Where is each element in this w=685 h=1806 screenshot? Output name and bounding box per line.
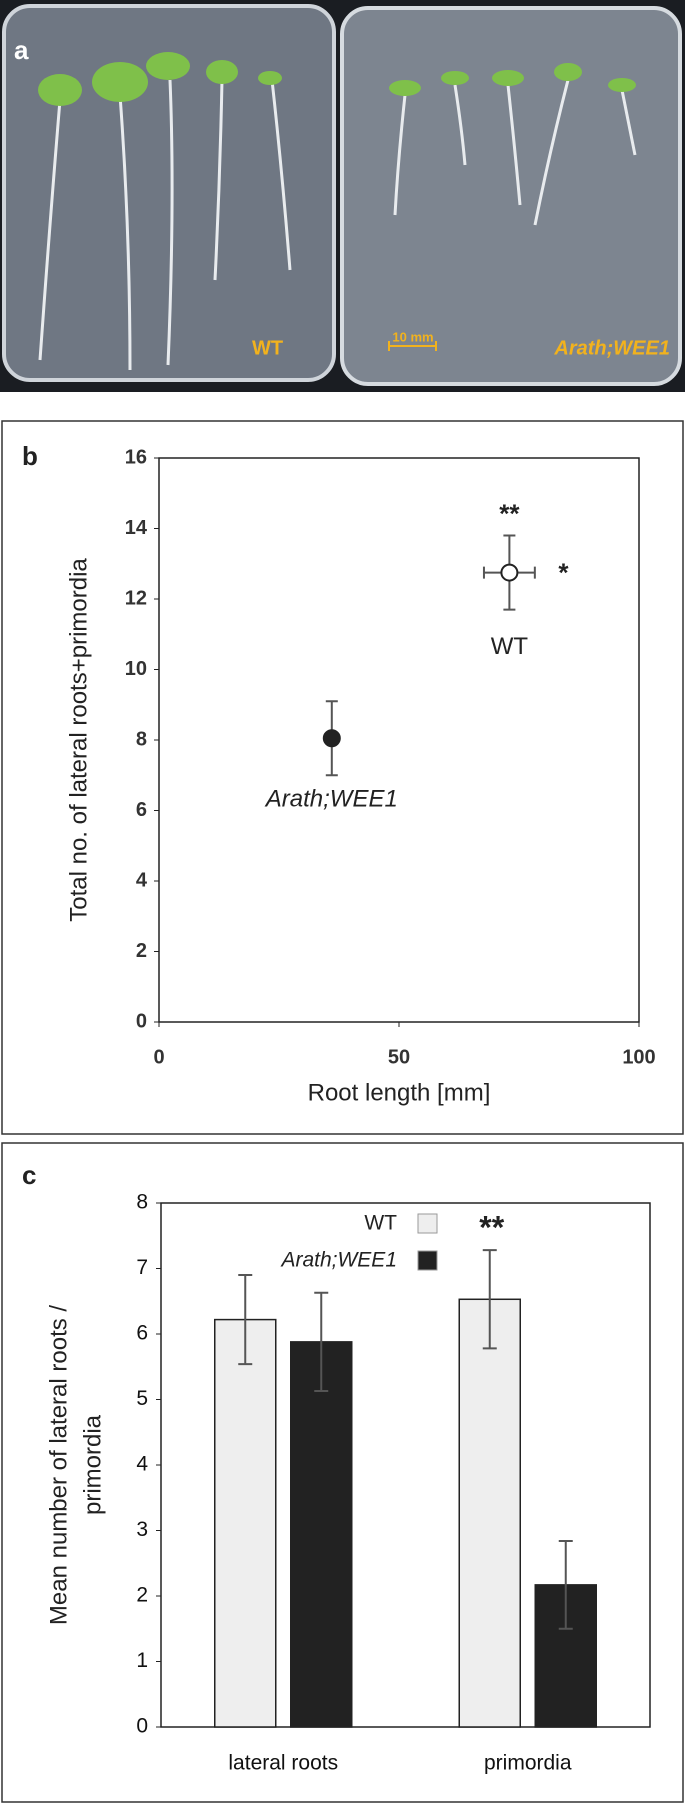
scale-bar [388, 341, 437, 351]
panel-label: c [22, 1160, 36, 1190]
y-tick-label: 16 [125, 446, 147, 468]
photo-label: WT [252, 337, 283, 359]
x-axis-label: Root length [mm] [308, 1079, 491, 1106]
y-tick-label: 6 [136, 1322, 148, 1345]
panel-label: b [22, 441, 38, 471]
panel-frame [1, 420, 684, 1135]
plot-area [158, 457, 640, 1023]
y-axis-label: Total no. of lateral roots+primordia [65, 558, 92, 922]
legend-label: Arath;WEE1 [279, 1249, 397, 1272]
point [322, 729, 341, 748]
panel-frame [1, 1142, 684, 1803]
photo-label: Arath;WEE1 [553, 337, 670, 359]
point-label: Arath;WEE1 [264, 786, 398, 813]
point [500, 563, 519, 582]
y-tick-label: 14 [125, 517, 148, 539]
annotation: ** [479, 1210, 504, 1246]
annotation: * [558, 557, 569, 587]
x-tick-label: primordia [484, 1752, 572, 1775]
x-tick-label: lateral roots [228, 1752, 338, 1775]
y-tick-label: 0 [136, 1715, 148, 1738]
y-tick-label: 7 [136, 1256, 148, 1279]
y-tick-label: 0 [136, 1010, 147, 1032]
legend-swatch [417, 1213, 438, 1234]
x-tick-label: 100 [622, 1046, 655, 1068]
y-axis-label: primordia [79, 1414, 106, 1515]
panel-label: a [14, 35, 29, 65]
y-tick-label: 10 [125, 658, 147, 680]
error-bar [558, 1539, 573, 1630]
y-tick-label: 4 [136, 869, 148, 891]
plate [340, 6, 682, 386]
error-bar [482, 1249, 497, 1350]
y-tick-label: 2 [136, 940, 147, 962]
y-tick-label: 3 [136, 1518, 148, 1541]
legend-label: WT [364, 1212, 397, 1235]
leaves [38, 52, 636, 106]
annotation: ** [499, 498, 520, 528]
y-tick-label: 1 [136, 1649, 148, 1672]
y-tick-label: 6 [136, 799, 147, 821]
y-tick-label: 12 [125, 587, 147, 609]
roots [38, 79, 637, 371]
error-bar [238, 1274, 253, 1366]
y-axis-label: Mean number of lateral roots / [45, 1305, 72, 1625]
x-tick-label: 0 [153, 1046, 164, 1068]
y-tick-label: 5 [136, 1387, 148, 1410]
scale-label: 10 mm [392, 329, 433, 344]
error-bar [314, 1291, 329, 1392]
y-tick-label: 8 [136, 1191, 148, 1214]
bar [214, 1318, 277, 1728]
point-label: WT [491, 633, 529, 660]
legend-swatch [417, 1250, 438, 1271]
y-tick-label: 2 [136, 1584, 148, 1607]
bar [290, 1341, 353, 1728]
y-tick-label: 8 [136, 728, 147, 750]
x-tick-label: 50 [388, 1046, 410, 1068]
bar [458, 1298, 521, 1728]
plate [2, 4, 336, 382]
y-tick-label: 4 [136, 1453, 148, 1476]
